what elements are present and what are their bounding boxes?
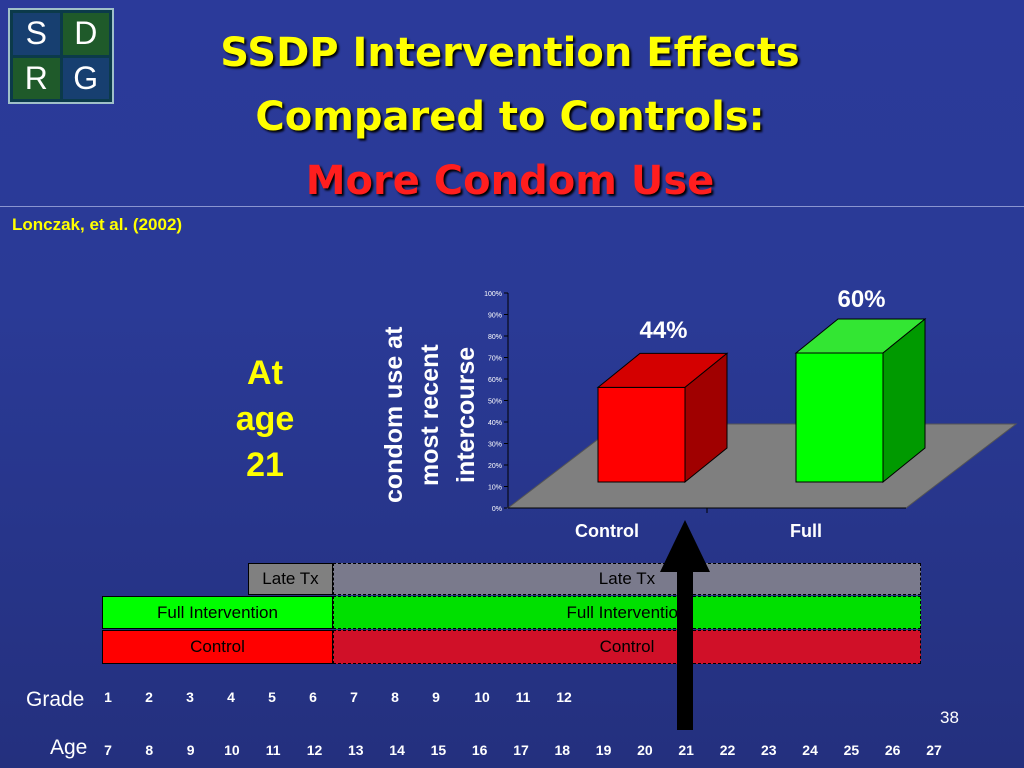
grade-row-label: Grade [26, 688, 85, 711]
grade-number: 8 [391, 689, 399, 705]
age-number: 11 [265, 742, 281, 758]
late-tx-label: Late Tx [262, 569, 319, 588]
full-intervention-label: Full Intervention [157, 602, 278, 622]
age-number: 9 [186, 742, 195, 758]
y-axis: 0% 10% 20% 30% 40% 50% 60% 70% 80% 90% 100% [484, 291, 509, 513]
late-tx-box: Late Tx [248, 563, 333, 595]
data-label: 44% [639, 317, 687, 344]
age-number: 20 [637, 742, 653, 758]
age-row-label: Age [50, 736, 88, 759]
age-callout-line: At [247, 354, 283, 392]
logo-letter: D [62, 13, 109, 55]
age-number: 8 [145, 742, 154, 758]
bar-front-face [795, 352, 884, 483]
age-number: 13 [348, 742, 364, 758]
control-extension-label: Control [599, 637, 655, 656]
title-line-3: More Condom Use [305, 158, 715, 204]
y-tick-label: 70% [488, 356, 502, 363]
control-box: Control [102, 630, 333, 664]
title-line-2: Compared to Controls: [255, 94, 765, 140]
bar-side-face [684, 352, 728, 484]
full-intervention-extension: Full Intervention [333, 596, 921, 629]
logo-letter: R [13, 57, 60, 99]
title-line-1: SSDP Intervention Effects [220, 30, 800, 76]
full-intervention-extension-label: Full Intervention [566, 602, 688, 622]
y-tick-label: 100% [484, 291, 502, 298]
age-number: 10 [224, 742, 240, 758]
citation: Lonczak, et al. (2002) [12, 215, 183, 234]
age-callout: At age 21 [215, 350, 315, 488]
age-number: 14 [389, 742, 405, 758]
y-tick-label: 10% [488, 485, 502, 492]
x-tick-label: Full [790, 521, 822, 541]
grade-number: 11 [515, 689, 531, 705]
grade-number: 10 [474, 689, 490, 705]
age-number: 16 [471, 742, 488, 758]
y-tick-label: 20% [488, 463, 502, 470]
bar-full: 60% [794, 286, 927, 484]
grade-number: 6 [309, 689, 317, 705]
age-number: 25 [843, 742, 860, 758]
bar-side-face [882, 317, 926, 484]
grade-number: 7 [350, 689, 358, 705]
grade-number: 2 [145, 689, 153, 705]
y-tick-label: 80% [488, 334, 502, 341]
late-tx-extension: Late Tx [333, 563, 921, 595]
age-number: 22 [719, 742, 736, 758]
y-tick-label: 50% [488, 399, 502, 406]
age-number: 12 [306, 742, 323, 758]
grade-number: 5 [268, 689, 276, 705]
y-tick-label: 40% [488, 420, 502, 427]
control-extension: Control [333, 630, 921, 664]
y-tick-label: 90% [488, 313, 502, 320]
age-number: 7 [104, 742, 112, 758]
full-intervention-box: Full Intervention [102, 596, 333, 629]
age-number: 21 [678, 742, 694, 758]
logo-letter: S [13, 13, 60, 55]
grade-number: 12 [556, 689, 572, 705]
bars: 44% 60% [596, 286, 927, 484]
age-number: 18 [554, 742, 571, 758]
age-number: 24 [802, 742, 818, 758]
y-tick-label: 30% [488, 442, 502, 449]
bar-control: 44% [596, 317, 729, 484]
age-callout-line: age [235, 400, 295, 438]
divider [0, 206, 1024, 207]
late-tx-extension-label: Late Tx [598, 569, 656, 588]
grade-number: 9 [432, 689, 440, 705]
bar-front-face [597, 386, 686, 483]
age-callout-line: 21 [246, 446, 284, 484]
age-number: 23 [761, 742, 777, 758]
grade-number: 1 [104, 689, 112, 705]
age-number: 15 [430, 742, 447, 758]
sdrg-logo: S D R G [8, 8, 114, 104]
grade-number: 3 [186, 689, 194, 705]
x-tick-label: Control [575, 521, 639, 541]
x-axis-ticks: Control Full [575, 508, 822, 541]
age-number: 17 [513, 742, 529, 758]
grade-number: 4 [227, 689, 235, 705]
age-number: 19 [595, 742, 612, 758]
control-label: Control [190, 637, 245, 656]
age-number: 26 [884, 742, 901, 758]
logo-letter: G [62, 57, 109, 99]
y-tick-label: 0% [492, 506, 502, 513]
age-number: 27 [926, 742, 942, 758]
page-number: 38 [940, 708, 959, 727]
data-label: 60% [837, 286, 885, 313]
y-tick-label: 60% [488, 377, 502, 384]
